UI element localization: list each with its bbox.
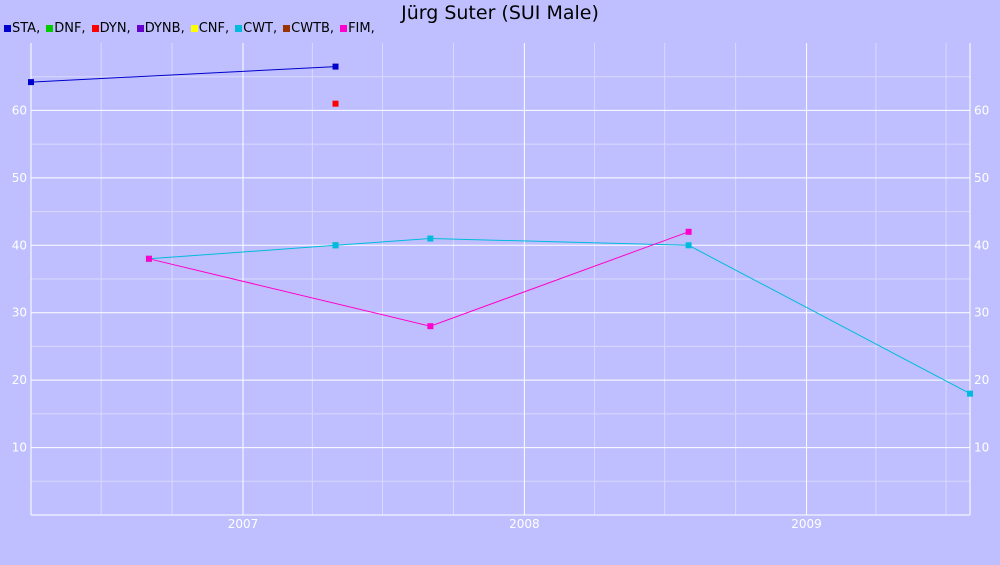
series-line-cwt [148,237,971,395]
legend-item-dnf: DNF, [46,20,86,36]
legend-label: CWT, [243,20,278,36]
legend-swatch [283,24,291,32]
y-tick-label-left: 30 [12,306,27,320]
legend-swatch [190,24,198,32]
legend-swatch [91,24,99,32]
data-point-fim [685,228,692,235]
legend: STA, DNF, DYN, DYNB, CNF, CWT, CWTB, FIM, [4,20,381,36]
legend-label: DYNB, [144,20,185,36]
legend-label: STA, [12,20,41,36]
data-point-cwt [685,242,692,249]
y-tick-label-right: 60 [974,103,989,117]
legend-swatch [235,24,243,32]
legend-item-cwtb: CWTB, [283,21,334,36]
y-tick-label-right: 40 [974,238,989,252]
data-point-cwt [427,235,434,242]
x-tick-label: 2009 [791,517,822,531]
legend-label: FIM, [348,20,375,36]
data-point-dyn [332,100,339,107]
chart-title: Jürg Suter (SUI Male) [401,2,599,24]
y-tick-label-right: 20 [974,373,989,387]
y-tick-label-right: 10 [974,441,989,455]
legend-label: DNF, [54,20,86,36]
y-tick-label-right: 50 [974,171,989,185]
x-tick-label: 2007 [228,517,259,531]
legend-swatch [136,24,144,32]
legend-item-cnf: CNF, [190,20,230,36]
legend-item-dyn: DYN, [91,20,131,36]
series-line-sta [30,66,336,83]
legend-swatch [4,24,11,32]
data-point-sta [332,63,339,70]
y-tick-label-left: 20 [12,373,27,387]
data-point-sta [28,79,34,86]
data-point-cwt [332,242,339,249]
y-tick-label-left: 60 [12,103,27,117]
legend-item-dynb: DYNB, [136,20,185,36]
legend-item-fim: FIM, [340,21,375,36]
legend-item-cwt: CWT, [235,21,277,36]
legend-swatch [340,24,348,32]
y-tick-label-left: 40 [12,238,27,252]
y-tick-label-left: 10 [12,441,27,455]
legend-label: CNF, [198,20,230,36]
y-tick-label-right: 30 [974,306,989,320]
data-point-fim [145,255,152,262]
data-point-fim [427,323,434,330]
legend-label: DYN, [99,20,131,36]
data-point-cwt [967,390,973,397]
legend-label: CWTB, [291,20,335,36]
legend-item-sta: STA, [4,21,40,36]
x-tick-label: 2008 [509,517,540,531]
y-tick-label-left: 50 [12,171,27,185]
legend-swatch [46,24,54,32]
